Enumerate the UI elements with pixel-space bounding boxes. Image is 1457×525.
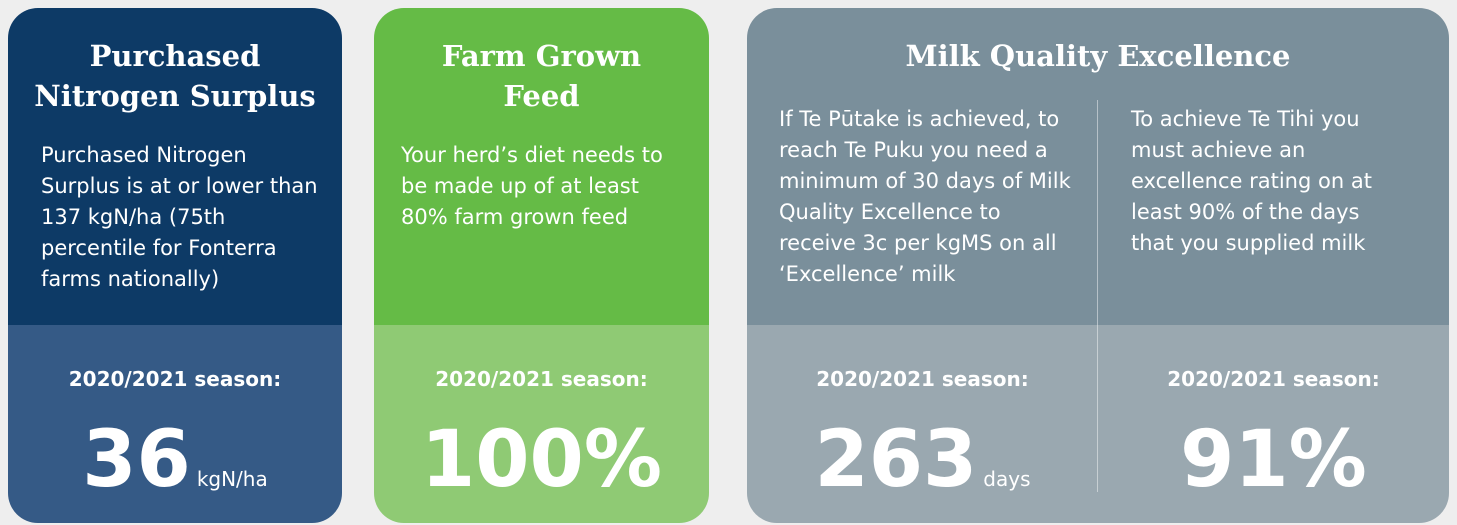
milk-card: Milk Quality Excellence If Te Pūtake is … bbox=[747, 8, 1449, 523]
card-top: Farm Grown Feed Your herd’s diet needs t… bbox=[374, 8, 709, 325]
value: 263 bbox=[814, 415, 978, 505]
card-bottom: 2020/2021 season: 100% bbox=[374, 325, 709, 523]
divider bbox=[1097, 100, 1098, 492]
season-label: 2020/2021 season: bbox=[68, 367, 282, 391]
card-bottom: 2020/2021 season: 263 days 2020/2021 seas… bbox=[747, 325, 1449, 523]
season-label: 2020/2021 season: bbox=[816, 367, 1029, 391]
card-title: Milk Quality Excellence bbox=[905, 39, 1291, 73]
big-value: 100% bbox=[421, 415, 662, 505]
big-value: 36 kgN/ha bbox=[8, 415, 342, 523]
big-value: 91% bbox=[1180, 415, 1367, 505]
big-value: 263 days bbox=[747, 415, 1098, 523]
feed-card: Farm Grown Feed Your herd’s diet needs t… bbox=[374, 8, 709, 523]
card-text: Your herd’s diet needs to be made up of … bbox=[401, 143, 663, 229]
column-text: To achieve Te Tihi you must achieve an e… bbox=[1131, 107, 1372, 255]
value: 36 bbox=[82, 415, 191, 505]
season-label: 2020/2021 season: bbox=[435, 367, 648, 391]
card-text: Purchased Nitrogen Surplus is at or lowe… bbox=[41, 143, 318, 291]
card-top: Milk Quality Excellence If Te Pūtake is … bbox=[747, 8, 1449, 325]
card-top: Purchased Nitrogen Surplus Purchased Nit… bbox=[8, 8, 342, 325]
column-text: If Te Pūtake is achieved, to reach Te Pu… bbox=[779, 107, 1071, 286]
season-label: 2020/2021 season: bbox=[1167, 367, 1380, 391]
card-title: Farm Grown Feed bbox=[441, 39, 642, 113]
nitrogen-card: Purchased Nitrogen Surplus Purchased Nit… bbox=[8, 8, 342, 523]
card-title: Purchased Nitrogen Surplus bbox=[34, 39, 316, 113]
card-bottom: 2020/2021 season: 36 kgN/ha bbox=[8, 325, 342, 523]
unit: days bbox=[983, 467, 1031, 491]
unit: kgN/ha bbox=[196, 467, 268, 491]
